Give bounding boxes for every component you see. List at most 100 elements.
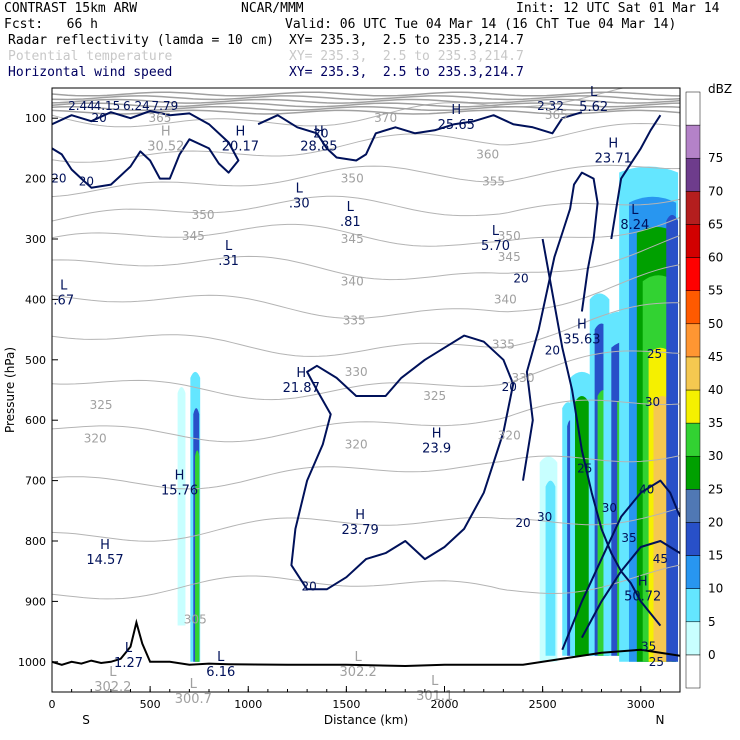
extremum-value: 28.85 [300, 139, 337, 154]
extremum-value: 20.17 [222, 139, 259, 154]
colorbar-level-label: 10 [708, 582, 723, 596]
terrain-line [52, 618, 680, 668]
theta-contour-label: 320 [345, 437, 368, 451]
wind-contour-label: 25 [647, 347, 662, 361]
theta-contour-upper [52, 95, 680, 101]
theta-contour [52, 164, 680, 198]
extremum-marker: L [492, 224, 500, 239]
extremum-marker: H [451, 103, 461, 118]
extremum-marker: H [161, 124, 171, 139]
extremum-value: 5.70 [481, 239, 510, 254]
wind-contour-label: 20 [79, 175, 94, 189]
wind-contour [522, 171, 599, 481]
colorbar-level-label: 45 [708, 350, 723, 364]
extremum-value: 21.87 [283, 381, 320, 396]
reflectivity-cell [575, 396, 589, 656]
theta-contour-label: 350 [192, 208, 215, 222]
theta-contour-label: 320 [84, 431, 107, 445]
reflectivity-cell [195, 450, 200, 662]
wind-contour-label: 20 [515, 516, 530, 530]
theta-contour-label: 330 [345, 365, 368, 379]
extremum-value: 6.16 [206, 665, 235, 680]
colorbar-swatch [685, 290, 701, 325]
x-tick-label: 1000 [234, 698, 262, 711]
colorbar-level-label: 40 [708, 383, 723, 397]
y-tick-label: 1000 [18, 656, 46, 669]
colorbar-swatch [685, 654, 701, 689]
colorbar-swatch [685, 257, 701, 291]
extremum-marker: L [347, 200, 355, 215]
colorbar-level-label: 75 [708, 151, 723, 165]
theta-contour-label: 340 [341, 274, 364, 288]
x-axis-south-label: S [82, 713, 90, 727]
wind-contour-label: 20 [502, 380, 517, 394]
x-tick-label: 1500 [332, 698, 360, 711]
colorbar-swatch [685, 455, 701, 490]
theta-contour-label: 345 [498, 250, 521, 264]
extremum-value: 35.63 [563, 333, 600, 348]
wind-contour-label: 25 [577, 462, 592, 476]
colorbar-swatch [685, 91, 701, 126]
x-axis-north-label: N [656, 713, 665, 727]
wind-contour [541, 238, 662, 627]
wind-contour-label: 45 [653, 552, 668, 566]
theta-contour-label: 360 [476, 147, 499, 161]
wind-contour-label: 25 [649, 655, 664, 669]
theta-contour [52, 235, 680, 281]
extremum-marker: L [355, 650, 363, 665]
reflectivity-cell [545, 480, 556, 656]
wind-contour [581, 540, 680, 639]
y-tick-label: 700 [25, 475, 46, 488]
wind-contour-label: 40 [639, 483, 654, 497]
theta-contour [52, 264, 680, 319]
colorbar: dBZ 0 5 10 15 20 25 30 35 40 45 50 55 60 65 70 75 [685, 82, 732, 689]
theta-contour-label: 350 [498, 229, 521, 243]
wind-contour-label: 2.32 [537, 99, 564, 113]
extremum-value: 50.72 [624, 589, 661, 604]
theta-contour-label: 370 [374, 111, 397, 125]
colorbar-swatch [685, 356, 701, 391]
extremum-marker: L [590, 85, 598, 100]
field-3-name: Horizontal wind speed [8, 65, 173, 80]
wind-contour [561, 479, 680, 651]
extremum-value: .30 [289, 197, 310, 212]
colorbar-level-label: 55 [708, 284, 723, 298]
wind-contour [52, 110, 240, 189]
wind-contour-label: 30 [602, 501, 617, 515]
colorbar-level-label: 25 [708, 482, 723, 496]
x-tick-label: 500 [140, 698, 161, 711]
y-axis-label: Pressure (hPa) [3, 347, 17, 433]
axes: 0 500 1000 1500 2000 2500 3000 100 200 300 400 500 6… [3, 112, 681, 727]
extremum-marker: H [608, 136, 618, 151]
theta-contour-label: 355 [482, 175, 505, 189]
extremum-value: 23.71 [595, 151, 632, 166]
reflectivity-cell [177, 386, 186, 626]
colorbar-level-label: 30 [708, 449, 723, 463]
y-tick-label: 500 [25, 354, 46, 367]
colorbar-level-label: 20 [708, 515, 723, 529]
wind-contour-label: 20 [513, 271, 528, 285]
extremum-marker: L [109, 665, 117, 680]
extremum-marker: H [432, 426, 442, 441]
colorbar-level-label: 50 [708, 317, 723, 331]
y-tick-label: 800 [25, 535, 46, 548]
extremum-marker: L [296, 182, 304, 197]
field-3-xy: XY= 235.3, 2.5 to 235.3,214.7 [289, 65, 524, 80]
field-2-xy: XY= 235.3, 2.5 to 235.3,214.7 [289, 49, 524, 64]
theta-contour [52, 350, 680, 401]
theta-contour-label: 325 [90, 398, 113, 412]
terrain-profile [52, 618, 680, 668]
theta-contour [52, 195, 680, 222]
reflectivity-shading [177, 166, 679, 662]
y-tick-label: 900 [25, 595, 46, 608]
extremum-value: 8.24 [620, 218, 649, 233]
colorbar-level-label: 5 [708, 615, 716, 629]
theta-contour-upper [52, 105, 680, 112]
extremum-value: .67 [53, 293, 74, 308]
wind-contour-label: 6.24 [123, 99, 150, 113]
colorbar-level-label: 65 [708, 217, 723, 231]
colorbar-swatch [685, 489, 701, 523]
extremum-marker: H [638, 574, 648, 589]
extremum-marker: H [314, 124, 324, 139]
